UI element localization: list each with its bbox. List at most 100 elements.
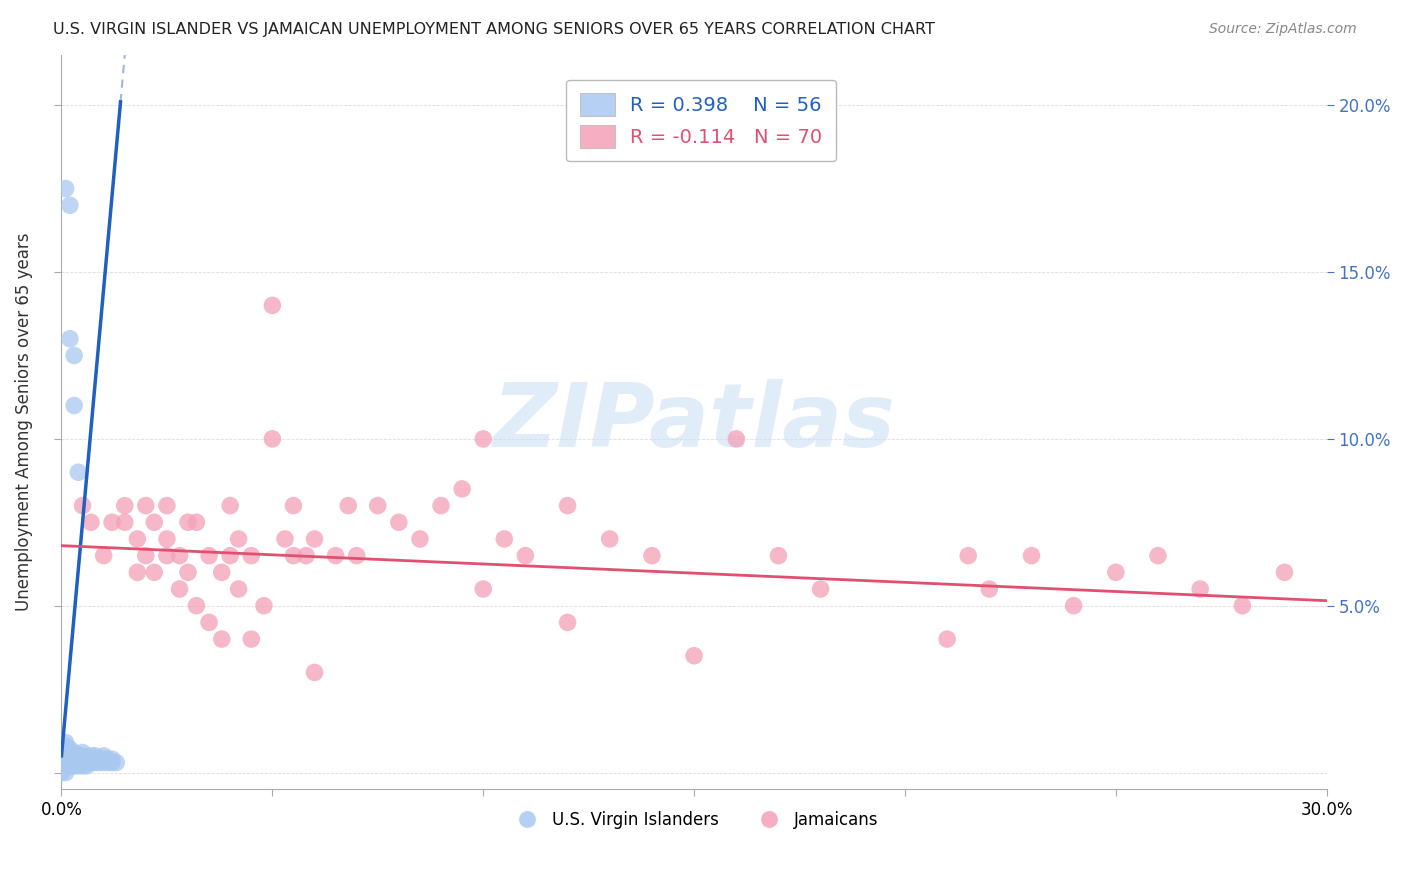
Point — [169, 549, 191, 563]
Point — [55, 739, 77, 753]
Point — [388, 516, 411, 530]
Point — [59, 742, 82, 756]
Point — [283, 549, 305, 563]
Point — [1105, 566, 1128, 580]
Point — [72, 752, 94, 766]
Point — [72, 756, 94, 770]
Point — [186, 599, 208, 613]
Point — [472, 582, 495, 596]
Point — [156, 532, 179, 546]
Point — [84, 752, 107, 766]
Point — [101, 756, 124, 770]
Point — [72, 499, 94, 513]
Point — [135, 549, 157, 563]
Point — [262, 298, 284, 312]
Point — [346, 549, 368, 563]
Point — [76, 759, 98, 773]
Point — [80, 756, 103, 770]
Point — [169, 582, 191, 596]
Point — [957, 549, 980, 563]
Point — [67, 752, 90, 766]
Point — [143, 516, 166, 530]
Point — [63, 348, 86, 362]
Point — [55, 756, 77, 770]
Point — [683, 648, 706, 663]
Point — [114, 516, 136, 530]
Point — [84, 748, 107, 763]
Point — [59, 752, 82, 766]
Point — [557, 499, 579, 513]
Point — [599, 532, 621, 546]
Point — [55, 742, 77, 756]
Point — [283, 499, 305, 513]
Point — [135, 499, 157, 513]
Point — [97, 752, 120, 766]
Point — [63, 756, 86, 770]
Point — [105, 756, 128, 770]
Point — [186, 516, 208, 530]
Point — [114, 499, 136, 513]
Point — [228, 532, 250, 546]
Point — [295, 549, 318, 563]
Point — [93, 752, 115, 766]
Point — [93, 756, 115, 770]
Point — [80, 752, 103, 766]
Point — [198, 615, 221, 630]
Point — [240, 632, 263, 646]
Point — [80, 748, 103, 763]
Point — [211, 566, 233, 580]
Point — [63, 746, 86, 760]
Point — [55, 742, 77, 756]
Point — [101, 752, 124, 766]
Point — [67, 465, 90, 479]
Point — [367, 499, 389, 513]
Point — [59, 332, 82, 346]
Point — [409, 532, 432, 546]
Point — [430, 499, 453, 513]
Point — [59, 756, 82, 770]
Point — [725, 432, 748, 446]
Point — [177, 566, 200, 580]
Point — [177, 516, 200, 530]
Point — [127, 532, 149, 546]
Point — [1147, 549, 1170, 563]
Point — [219, 499, 242, 513]
Point — [143, 566, 166, 580]
Point — [89, 752, 111, 766]
Point — [325, 549, 347, 563]
Point — [768, 549, 790, 563]
Point — [97, 756, 120, 770]
Point — [72, 748, 94, 763]
Point — [51, 765, 73, 780]
Point — [55, 181, 77, 195]
Y-axis label: Unemployment Among Seniors over 65 years: Unemployment Among Seniors over 65 years — [15, 233, 32, 611]
Point — [84, 756, 107, 770]
Point — [67, 759, 90, 773]
Point — [59, 748, 82, 763]
Point — [451, 482, 474, 496]
Point — [337, 499, 360, 513]
Point — [228, 582, 250, 596]
Point — [55, 748, 77, 763]
Point — [240, 549, 263, 563]
Legend: U.S. Virgin Islanders, Jamaicans: U.S. Virgin Islanders, Jamaicans — [503, 805, 884, 836]
Point — [80, 516, 103, 530]
Text: U.S. VIRGIN ISLANDER VS JAMAICAN UNEMPLOYMENT AMONG SENIORS OVER 65 YEARS CORREL: U.S. VIRGIN ISLANDER VS JAMAICAN UNEMPLO… — [53, 22, 935, 37]
Point — [641, 549, 664, 563]
Point — [198, 549, 221, 563]
Point — [59, 746, 82, 760]
Point — [67, 756, 90, 770]
Point — [67, 748, 90, 763]
Point — [72, 759, 94, 773]
Point — [101, 516, 124, 530]
Point — [59, 759, 82, 773]
Point — [127, 566, 149, 580]
Point — [156, 549, 179, 563]
Point — [1063, 599, 1085, 613]
Point — [93, 748, 115, 763]
Text: Source: ZipAtlas.com: Source: ZipAtlas.com — [1209, 22, 1357, 37]
Point — [89, 756, 111, 770]
Point — [76, 752, 98, 766]
Point — [253, 599, 276, 613]
Point — [76, 756, 98, 770]
